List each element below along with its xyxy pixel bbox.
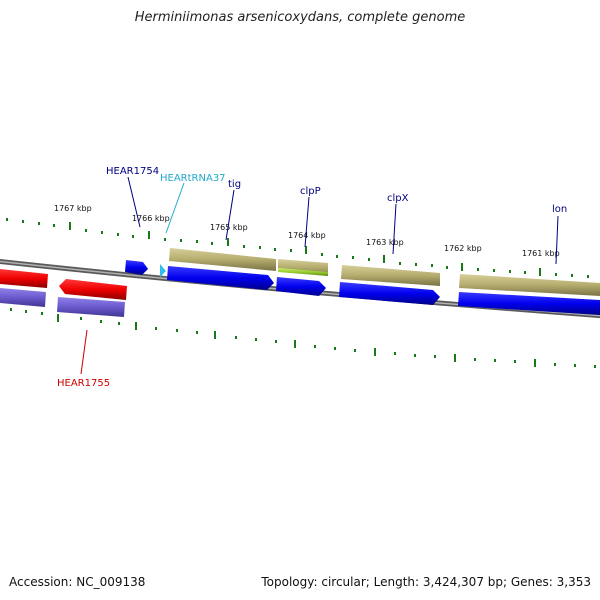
cds-clpX[interactable]	[339, 282, 440, 305]
scale-label-1762: 1762 kbp	[444, 244, 482, 253]
cds-tig[interactable]	[167, 266, 274, 290]
gene-label-clpX[interactable]: clpX	[387, 193, 409, 204]
scale-label-1765: 1765 kbp	[210, 223, 248, 232]
leader-clpX	[392, 203, 397, 255]
leader-clpP	[304, 196, 310, 248]
leader-hear1755	[80, 329, 88, 375]
scale-label-1767: 1767 kbp	[54, 204, 92, 213]
cds-hear1755[interactable]	[59, 279, 127, 300]
topology-label: Topology: circular; Length: 3,424,307 bp…	[261, 575, 591, 589]
cds-lon[interactable]	[458, 292, 600, 315]
cog-band-clpP-green[interactable]	[278, 268, 328, 276]
cds-hear1754[interactable]	[125, 260, 148, 275]
cds-clpP[interactable]	[276, 277, 326, 296]
leader-lon	[555, 215, 559, 265]
gene-label-hear1755[interactable]: HEAR1755	[57, 378, 110, 389]
accession-label: Accession: NC_009138	[9, 575, 146, 589]
leader-tig	[225, 189, 235, 241]
scale-label-1766: 1766 kbp	[132, 214, 170, 223]
scale-label-1764: 1764 kbp	[288, 231, 326, 240]
cog-band-hear1755[interactable]	[57, 297, 125, 317]
inner-tick-ring	[10, 308, 596, 368]
cog-band-clpX[interactable]	[341, 265, 440, 286]
scale-label-1761: 1761 kbp	[522, 249, 560, 258]
cog-band-tig[interactable]	[169, 248, 276, 271]
gene-label-lon[interactable]: lon	[552, 204, 567, 215]
gene-label-clpP[interactable]: clpP	[300, 186, 321, 197]
map-title: Herminiimonas arsenicoxydans, complete g…	[134, 10, 466, 25]
gene-label-tig[interactable]: tig	[228, 179, 241, 190]
leader-trna37	[165, 182, 185, 234]
cog-band-lon[interactable]	[459, 274, 600, 296]
cog-band-left[interactable]	[0, 288, 46, 307]
outer-tick-ring	[6, 218, 589, 278]
trna-hear-trna37[interactable]	[160, 264, 166, 277]
scale-label-1763: 1763 kbp	[366, 238, 404, 247]
gene-label-hear1754[interactable]: HEAR1754	[106, 166, 159, 177]
cds-red-left[interactable]	[0, 269, 48, 288]
gene-label-hear-trna37[interactable]: HEARtRNA37	[160, 173, 226, 184]
leader-hear1754	[127, 176, 141, 228]
